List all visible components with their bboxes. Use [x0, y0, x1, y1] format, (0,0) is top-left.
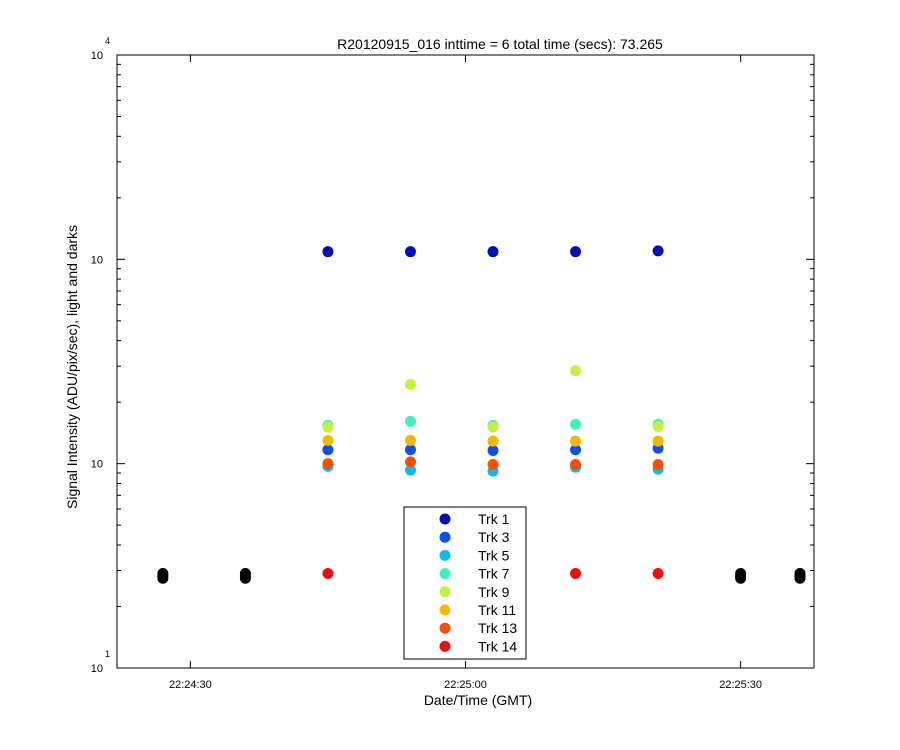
x-tick-label: 22:25:30 — [719, 679, 762, 691]
dark-point — [735, 568, 747, 580]
legend-label: Trk 11 — [478, 602, 516, 618]
legend-box — [403, 506, 527, 660]
data-point — [404, 379, 416, 391]
legend-label: Trk 13 — [478, 620, 517, 636]
data-point — [652, 568, 664, 580]
data-point — [487, 435, 499, 447]
data-point — [487, 444, 499, 456]
data-point — [322, 246, 334, 258]
dark-point — [157, 568, 169, 580]
data-point — [322, 568, 334, 580]
axis-minor-ticks — [117, 63, 814, 607]
legend-label: Trk 9 — [478, 584, 510, 600]
data-point — [404, 444, 416, 456]
data-point — [570, 365, 582, 377]
data-point — [570, 459, 582, 471]
data-point — [404, 434, 416, 446]
y-tick-exponent: 1 — [105, 649, 110, 659]
x-tick-label: 22:24:30 — [169, 679, 212, 691]
data-point — [322, 444, 334, 456]
legend-marker — [439, 513, 451, 525]
x-axis-tick-labels: 22:24:30 22:25:00 22:25:30 — [169, 679, 762, 691]
y-axis-label: Signal Intensity (ADU/pix/sec), light an… — [64, 225, 80, 509]
data-point — [404, 246, 416, 258]
legend-label: Trk 5 — [478, 547, 510, 563]
data-point — [487, 459, 499, 471]
chart-title: R20120915_016 inttime = 6 total time (se… — [337, 36, 663, 52]
data-point — [322, 458, 334, 470]
legend-marker — [439, 549, 451, 561]
y-tick-exponent: 4 — [105, 36, 110, 46]
legend-marker — [439, 640, 451, 652]
data-point — [652, 459, 664, 471]
data-point — [570, 246, 582, 258]
legend: Trk 1 Trk 3 Trk 5 Trk 7 Trk 9 Trk 11 Trk 13 Trk… — [403, 506, 527, 660]
dark-point — [794, 568, 806, 580]
x-axis-label: Date/Time (GMT) — [424, 692, 532, 708]
legend-marker — [439, 604, 451, 616]
data-point — [652, 421, 664, 433]
data-points — [157, 245, 806, 584]
data-point — [404, 464, 416, 476]
y-tick-label: 10 — [91, 663, 103, 675]
legend-label: Trk 3 — [478, 529, 510, 545]
data-point — [570, 444, 582, 456]
data-point — [570, 568, 582, 580]
data-point — [322, 434, 334, 446]
legend-marker — [439, 531, 451, 543]
data-point — [404, 415, 416, 427]
legend-label: Trk 14 — [478, 638, 517, 654]
x-tick-label: 22:25:00 — [444, 679, 487, 691]
data-point — [570, 435, 582, 447]
axis-major-ticks — [117, 54, 814, 669]
data-point — [487, 246, 499, 258]
data-point — [404, 456, 416, 468]
data-point — [487, 421, 499, 433]
y-tick-label: 10 — [91, 254, 103, 266]
dark-point — [239, 568, 251, 580]
data-point — [652, 435, 664, 447]
legend-marker — [439, 568, 451, 580]
data-point — [570, 418, 582, 430]
legend-marker — [439, 586, 451, 598]
y-tick-label: 10 — [91, 50, 103, 62]
y-tick-label: 10 — [91, 459, 103, 471]
legend-label: Trk 1 — [478, 511, 510, 527]
legend-label: Trk 7 — [478, 566, 510, 582]
data-point — [652, 245, 664, 257]
legend-marker — [439, 622, 451, 634]
data-point — [322, 421, 334, 433]
